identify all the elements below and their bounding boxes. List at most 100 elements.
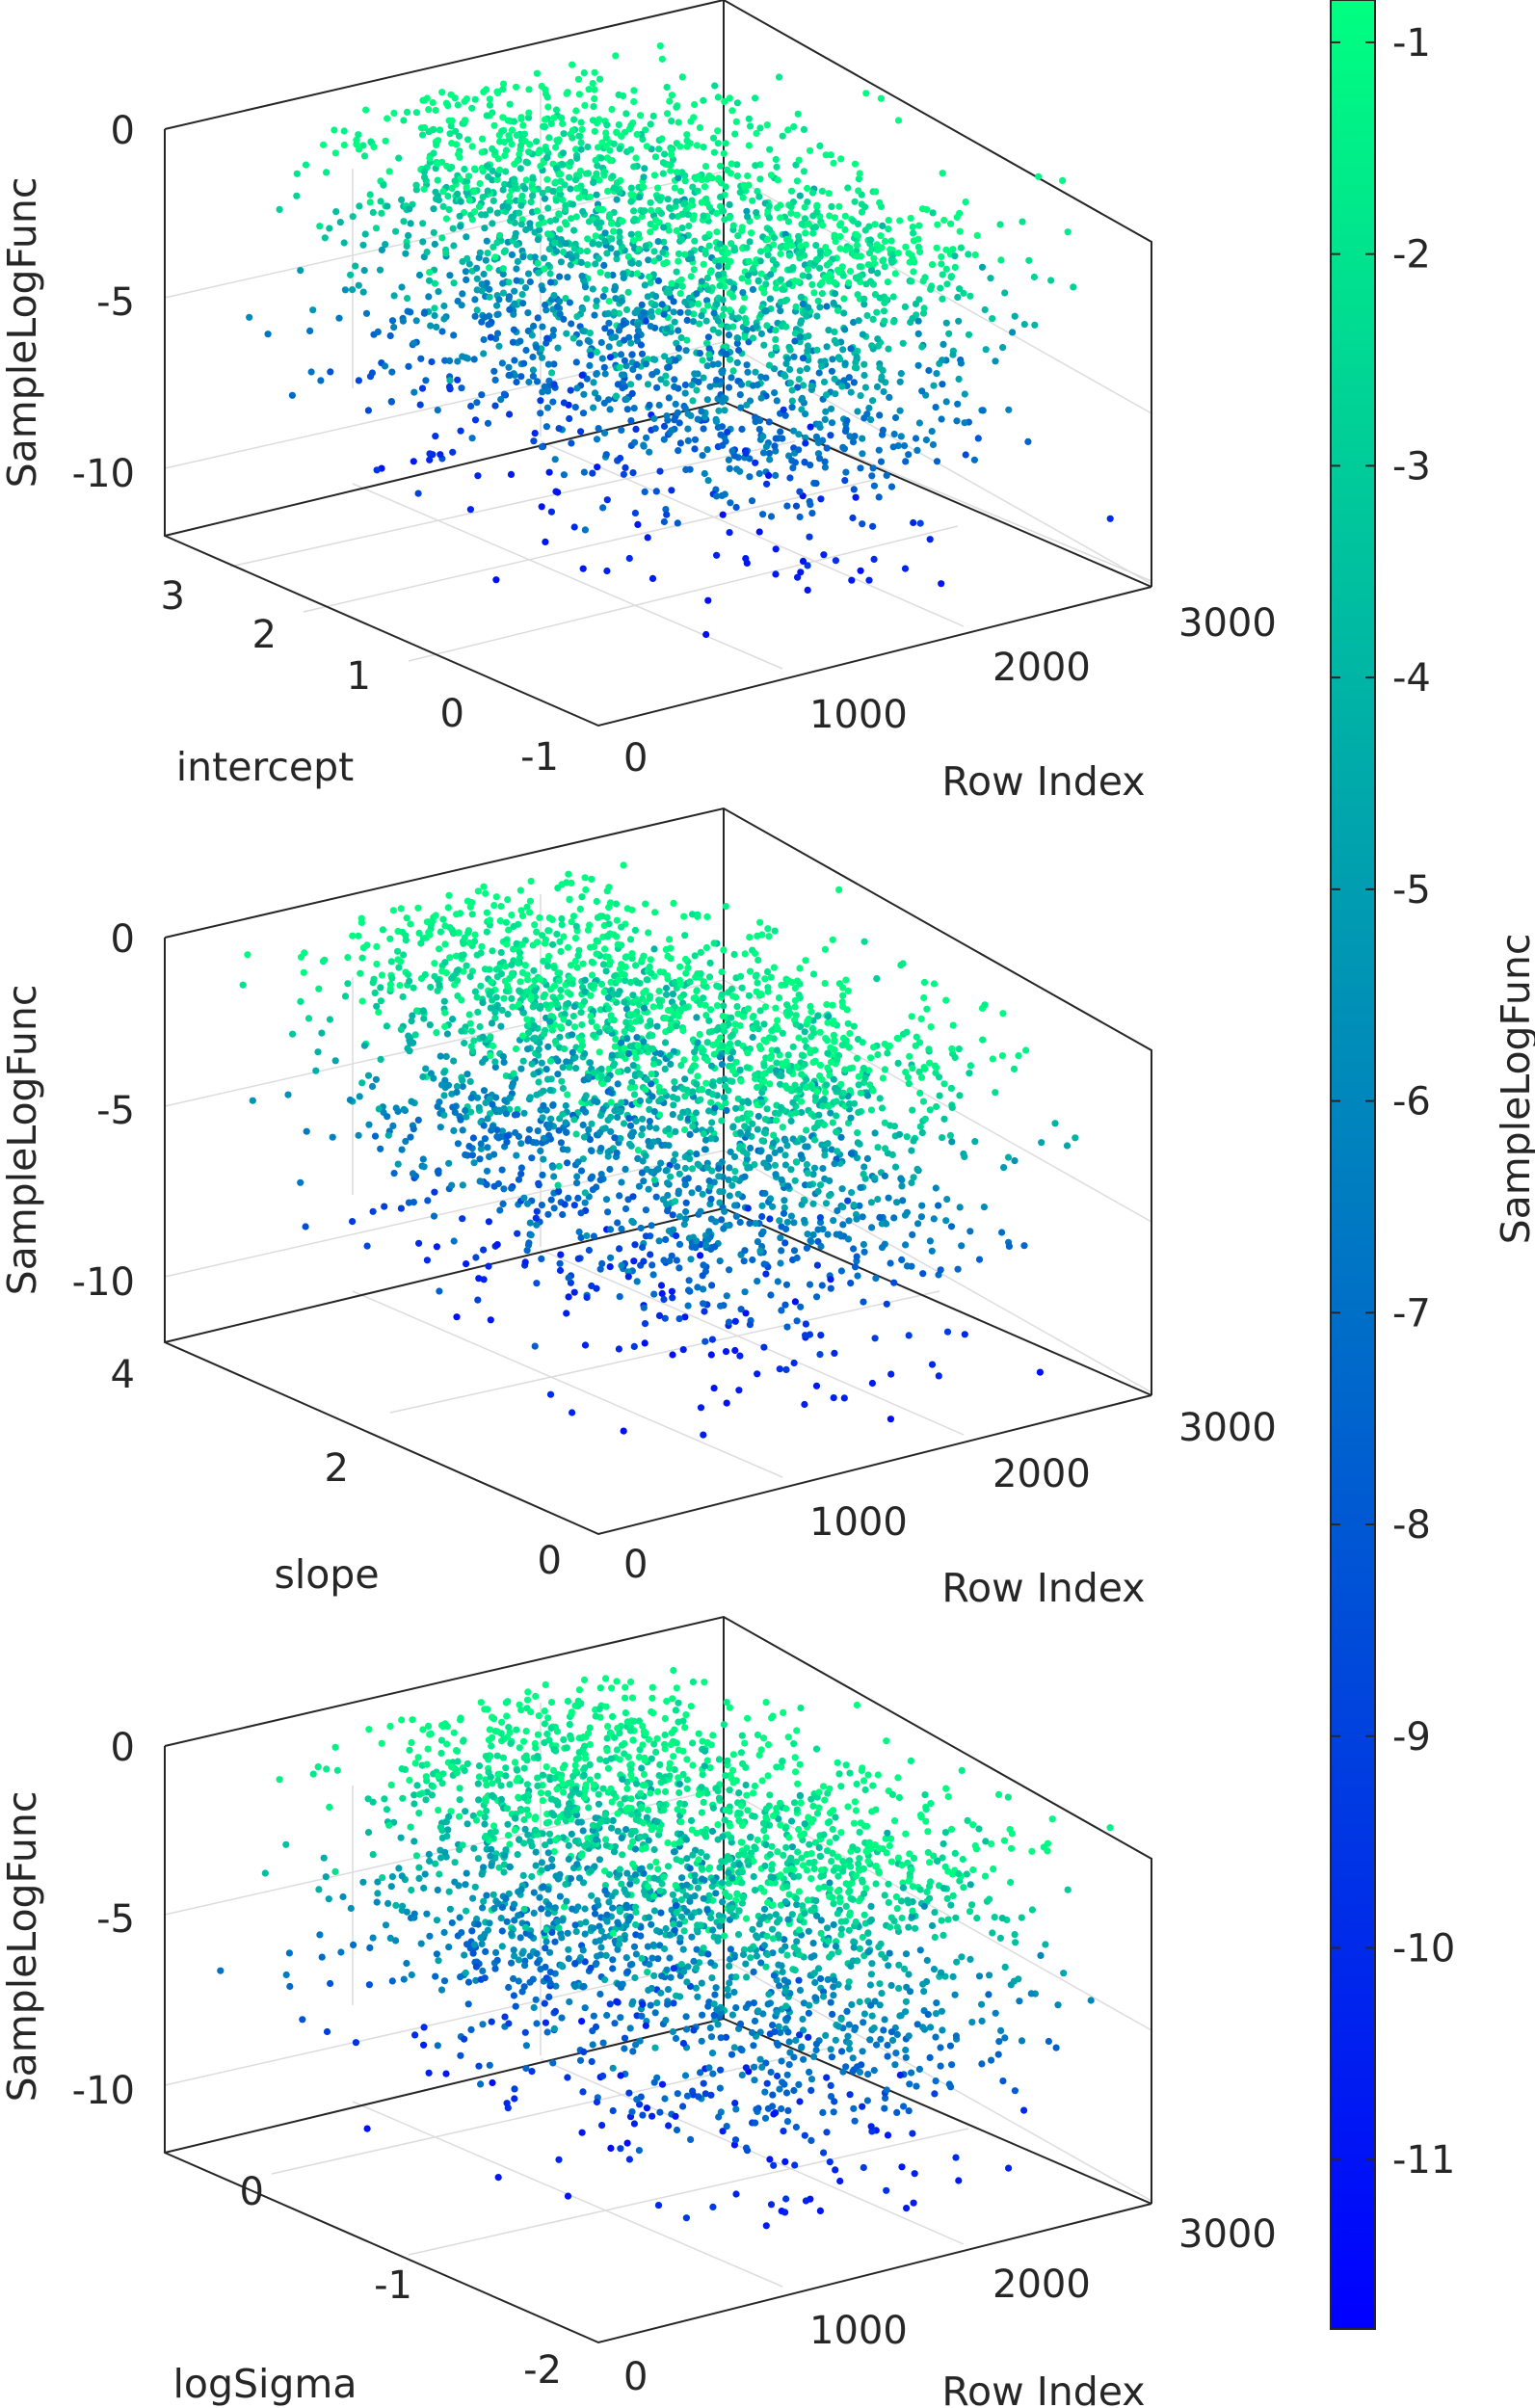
scatter-point xyxy=(749,1033,756,1042)
scatter-point xyxy=(447,122,455,130)
scatter-point xyxy=(465,939,473,947)
scatter-point xyxy=(658,301,666,308)
scatter-point xyxy=(839,346,847,354)
scatter-point xyxy=(844,1019,852,1027)
scatter-point xyxy=(515,1132,523,1141)
scatter-point xyxy=(869,315,877,323)
scatter-point xyxy=(697,1404,705,1412)
scatter-point xyxy=(678,73,686,81)
scatter-point xyxy=(463,233,470,241)
scatter-point xyxy=(836,232,844,241)
scatter-point xyxy=(675,1190,682,1198)
scatter-point xyxy=(896,378,904,385)
scatter-point xyxy=(845,1217,853,1225)
scatter-point xyxy=(365,1121,373,1128)
scatter-point xyxy=(715,1165,723,1173)
scatter-point xyxy=(618,371,626,379)
scatter-point xyxy=(794,573,802,581)
scatter-point xyxy=(640,442,648,450)
scatter-point xyxy=(834,1128,841,1136)
scatter-point xyxy=(670,308,677,316)
scatter-point xyxy=(793,1317,801,1325)
scatter-point xyxy=(827,151,834,159)
scatter-point xyxy=(752,368,759,376)
scatter-point xyxy=(648,1261,656,1269)
scatter-point xyxy=(621,1027,628,1036)
scatter-point xyxy=(529,372,538,380)
scatter-point xyxy=(797,569,805,576)
scatter-point xyxy=(553,930,561,939)
scatter-point xyxy=(519,121,527,129)
scatter-point xyxy=(482,889,490,897)
scatter-point xyxy=(686,978,694,986)
scatter-point xyxy=(801,1061,808,1069)
scatter-point xyxy=(699,1272,706,1280)
scatter-point xyxy=(501,151,509,160)
scatter-point xyxy=(548,1026,557,1034)
scatter-point xyxy=(621,357,629,364)
scatter-point xyxy=(464,172,473,180)
scatter-point xyxy=(396,982,404,990)
scatter-point xyxy=(689,397,697,405)
scatter-point xyxy=(647,956,654,964)
scatter-point xyxy=(513,1151,520,1159)
scatter-point xyxy=(604,271,612,278)
scatter-point xyxy=(537,162,544,170)
scatter-point xyxy=(590,404,597,411)
scatter-point xyxy=(364,407,372,414)
scatter-point xyxy=(587,1012,595,1020)
scatter-point xyxy=(731,1346,739,1355)
scatter-point xyxy=(818,1282,826,1289)
scatter-point xyxy=(841,212,849,220)
scatter-point xyxy=(664,972,672,980)
scatter-point xyxy=(721,254,728,262)
scatter-point xyxy=(927,285,935,293)
scatter-point xyxy=(871,1175,879,1182)
scatter-point xyxy=(560,130,568,138)
scatter-point xyxy=(860,1163,868,1171)
scatter-point xyxy=(648,574,657,583)
scatter-point xyxy=(801,1400,808,1409)
scatter-point xyxy=(741,1123,749,1130)
scatter-point xyxy=(569,200,577,208)
scatter-point xyxy=(579,410,588,417)
scatter-point xyxy=(491,1063,499,1071)
scatter-point xyxy=(356,1093,363,1100)
scatter-point xyxy=(887,1416,895,1423)
scatter-point xyxy=(670,1156,677,1165)
scatter-point xyxy=(511,179,518,187)
scatter-point xyxy=(700,96,707,104)
scatter-point xyxy=(713,551,721,559)
scatter-point xyxy=(302,1223,309,1230)
scatter-point xyxy=(816,1351,824,1359)
scatter-point xyxy=(652,1125,660,1132)
scatter-point xyxy=(455,150,463,158)
scatter-point xyxy=(744,172,752,180)
scatter-point xyxy=(728,1067,737,1074)
scatter-point xyxy=(493,209,501,217)
scatter-point xyxy=(569,1409,576,1416)
scatter-point xyxy=(477,211,486,219)
scatter-point xyxy=(395,154,403,162)
scatter-point xyxy=(701,1337,709,1345)
scatter-point xyxy=(593,436,601,443)
scatter-point xyxy=(825,1013,833,1020)
scatter-point xyxy=(680,1056,688,1064)
scatter-point xyxy=(701,1308,708,1315)
scatter-point xyxy=(675,1013,682,1020)
scatter-point xyxy=(865,223,873,230)
scatter-point xyxy=(480,350,488,357)
scatter-point xyxy=(586,1059,595,1067)
scatter-point xyxy=(703,297,711,304)
scatter-point xyxy=(571,404,579,411)
scatter-point xyxy=(602,967,610,975)
scatter-point xyxy=(297,997,304,1005)
scatter-point xyxy=(487,1004,494,1012)
scatter-point xyxy=(755,469,763,478)
scatter-point xyxy=(386,985,394,992)
scatter-point xyxy=(1106,515,1114,522)
scatter-point xyxy=(388,368,396,376)
scatter-point xyxy=(658,135,666,143)
scatter-point xyxy=(838,1185,846,1193)
scatter-point xyxy=(398,1146,406,1153)
